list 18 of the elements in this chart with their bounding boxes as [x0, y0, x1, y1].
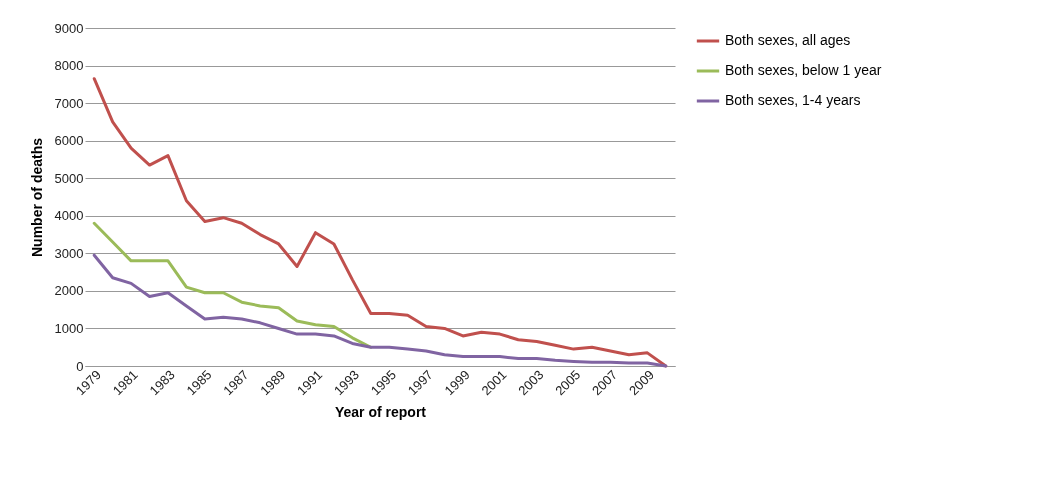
x-axis-title: Year of report [334, 404, 427, 421]
y-tick-label: 2000 [54, 283, 84, 299]
line-series [92, 221, 373, 349]
y-tick-label: 5000 [54, 170, 84, 186]
y-tick-label: 4000 [54, 208, 84, 224]
line-series [92, 253, 668, 368]
y-tick-label: 8000 [54, 58, 84, 74]
legend-label: Both sexes, all ages [725, 32, 851, 48]
y-axis-title: Number of deaths [28, 137, 45, 258]
y-tick-label: 1000 [54, 320, 84, 336]
y-tick-label: 9000 [54, 20, 84, 36]
legend-label: Both sexes, 1-4 years [725, 92, 861, 108]
line-series [92, 77, 668, 368]
legend-label: Both sexes, below 1 year [725, 62, 882, 78]
y-tick-label: 0 [76, 358, 84, 374]
y-tick-label: 3000 [54, 245, 84, 261]
y-tick-label: 7000 [54, 95, 84, 111]
y-tick-label: 6000 [54, 133, 84, 149]
